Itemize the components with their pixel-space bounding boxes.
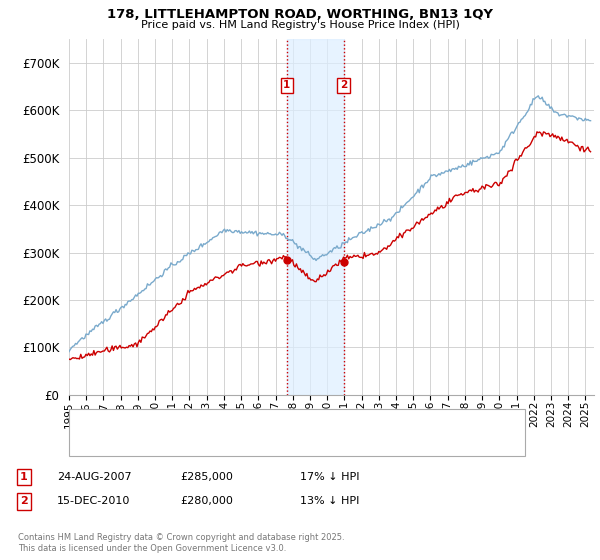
Text: 1: 1 (283, 81, 290, 90)
Text: 1: 1 (20, 472, 28, 482)
Text: £285,000: £285,000 (180, 472, 233, 482)
Text: 178, LITTLEHAMPTON ROAD, WORTHING, BN13 1QY (detached house): 178, LITTLEHAMPTON ROAD, WORTHING, BN13 … (106, 417, 470, 427)
Text: 2: 2 (340, 81, 347, 90)
Text: 24-AUG-2007: 24-AUG-2007 (57, 472, 131, 482)
Text: £280,000: £280,000 (180, 496, 233, 506)
Text: Price paid vs. HM Land Registry's House Price Index (HPI): Price paid vs. HM Land Registry's House … (140, 20, 460, 30)
Text: Contains HM Land Registry data © Crown copyright and database right 2025.
This d: Contains HM Land Registry data © Crown c… (18, 533, 344, 553)
Text: 13% ↓ HPI: 13% ↓ HPI (300, 496, 359, 506)
Text: 15-DEC-2010: 15-DEC-2010 (57, 496, 130, 506)
Text: 17% ↓ HPI: 17% ↓ HPI (300, 472, 359, 482)
Bar (287, 39, 344, 395)
Text: HPI: Average price, detached house, Worthing: HPI: Average price, detached house, Wort… (106, 440, 346, 450)
Text: 178, LITTLEHAMPTON ROAD, WORTHING, BN13 1QY: 178, LITTLEHAMPTON ROAD, WORTHING, BN13 … (107, 8, 493, 21)
Text: 2: 2 (20, 496, 28, 506)
